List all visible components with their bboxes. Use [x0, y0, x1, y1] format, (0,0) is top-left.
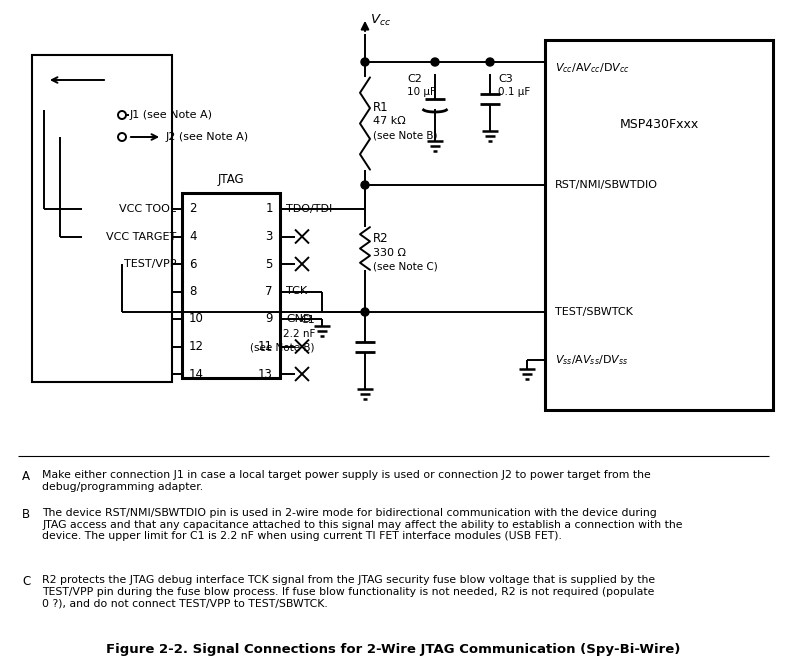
Text: 0.1 μF: 0.1 μF — [498, 87, 530, 97]
Text: 5: 5 — [266, 257, 273, 271]
Circle shape — [361, 58, 369, 66]
Text: (see Note B): (see Note B) — [373, 131, 438, 141]
Text: (see Note C): (see Note C) — [373, 261, 438, 271]
Circle shape — [361, 308, 369, 316]
Text: TEST/SBWTCK: TEST/SBWTCK — [555, 307, 633, 317]
Text: 13: 13 — [258, 368, 273, 380]
Text: 11: 11 — [258, 340, 273, 353]
Text: VCC TOOL: VCC TOOL — [119, 204, 176, 214]
Text: C2: C2 — [407, 74, 422, 84]
Text: $V_{cc}$/A$V_{cc}$/D$V_{cc}$: $V_{cc}$/A$V_{cc}$/D$V_{cc}$ — [555, 61, 630, 75]
Text: GND: GND — [286, 314, 312, 324]
Text: VCC TARGET: VCC TARGET — [105, 231, 176, 241]
Text: JTAG: JTAG — [218, 173, 244, 187]
Text: $V_{cc}$: $V_{cc}$ — [370, 13, 391, 27]
Bar — [32, 55, 172, 382]
Text: R1: R1 — [373, 101, 389, 114]
Text: 6: 6 — [189, 257, 197, 271]
Text: 12: 12 — [189, 340, 204, 353]
Text: TCK: TCK — [286, 287, 307, 297]
Text: 4: 4 — [189, 230, 197, 243]
Circle shape — [431, 58, 439, 66]
Text: 8: 8 — [189, 285, 197, 298]
Text: C: C — [22, 575, 30, 588]
Text: The device RST/NMI/SBWTDIO pin is used in 2-wire mode for bidirectional communic: The device RST/NMI/SBWTDIO pin is used i… — [42, 508, 682, 541]
Text: TEST/VPP: TEST/VPP — [124, 259, 176, 269]
Text: $V_{ss}$/A$V_{ss}$/D$V_{ss}$: $V_{ss}$/A$V_{ss}$/D$V_{ss}$ — [555, 353, 628, 367]
Text: A: A — [22, 470, 30, 483]
Text: R2: R2 — [373, 232, 389, 245]
Text: J1 (see Note A): J1 (see Note A) — [130, 110, 213, 120]
Circle shape — [361, 181, 369, 189]
Text: R2 protects the JTAG debug interface TCK signal from the JTAG security fuse blow: R2 protects the JTAG debug interface TCK… — [42, 575, 655, 608]
Text: Make either connection J1 in case a local target power supply is used or connect: Make either connection J1 in case a loca… — [42, 470, 651, 492]
Text: RST/NMI/SBWTDIO: RST/NMI/SBWTDIO — [555, 180, 658, 190]
Text: 2: 2 — [189, 203, 197, 215]
Text: C1: C1 — [301, 315, 315, 325]
Text: 2.2 nF: 2.2 nF — [283, 329, 315, 339]
Text: Figure 2-2. Signal Connections for 2-Wire JTAG Communication (Spy-Bi-Wire): Figure 2-2. Signal Connections for 2-Wir… — [106, 644, 681, 656]
Text: 47 kΩ: 47 kΩ — [373, 115, 406, 125]
Text: B: B — [22, 508, 30, 521]
Text: 14: 14 — [189, 368, 204, 380]
Bar — [545, 40, 773, 410]
Text: 10 μF: 10 μF — [407, 87, 436, 97]
Text: (see Note B): (see Note B) — [250, 343, 315, 353]
Bar — [182, 193, 280, 378]
Circle shape — [486, 58, 494, 66]
Text: 330 Ω: 330 Ω — [373, 247, 406, 257]
Text: 3: 3 — [266, 230, 273, 243]
Text: TDO/TDI: TDO/TDI — [286, 204, 332, 214]
Text: 9: 9 — [265, 313, 273, 325]
Text: MSP430Fxxx: MSP430Fxxx — [619, 119, 699, 131]
Text: C3: C3 — [498, 74, 513, 84]
Text: J2 (see Note A): J2 (see Note A) — [166, 132, 249, 142]
Text: 7: 7 — [265, 285, 273, 298]
Text: 10: 10 — [189, 313, 204, 325]
Text: 1: 1 — [265, 203, 273, 215]
